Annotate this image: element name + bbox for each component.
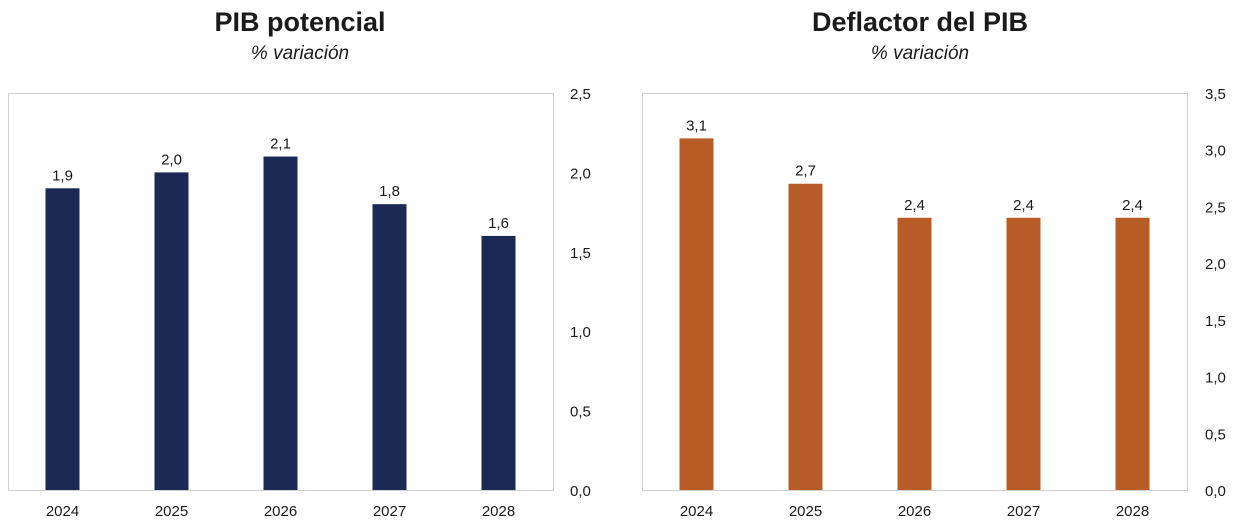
data-label: 2,7 bbox=[795, 163, 816, 180]
y-tick-label: 0,5 bbox=[1205, 426, 1226, 443]
bar-chart-pib-potencial: 0,0 0,5 1,0 1,5 2,0 2,5 1,9 2024 2,0 2025 2,1 2026 1… bbox=[8, 86, 591, 520]
x-tick-label: 2027 bbox=[1007, 503, 1040, 520]
chart-panel-deflactor: Deflactor del PIB % variación 0,0 0,5 1,0 1… bbox=[620, 0, 1240, 521]
y-tick-label: 2,5 bbox=[1205, 199, 1226, 216]
y-tick-label: 0,0 bbox=[1205, 483, 1226, 500]
x-tick-label: 2025 bbox=[789, 503, 822, 520]
y-tick-label: 0,5 bbox=[570, 404, 591, 421]
y-tick-label: 1,5 bbox=[1205, 313, 1226, 330]
chart-title: PIB potencial bbox=[214, 7, 386, 37]
y-tick-label: 2,5 bbox=[570, 86, 591, 103]
chart-title-block: Deflactor del PIB % variación bbox=[620, 0, 1220, 66]
chart-title-block: PIB potencial % variación bbox=[0, 0, 600, 66]
plot-area-frame bbox=[642, 93, 1188, 491]
x-tick-label: 2025 bbox=[155, 503, 188, 520]
bar-2026 bbox=[263, 156, 298, 490]
data-label: 2,4 bbox=[1122, 197, 1143, 214]
x-tick-label: 2024 bbox=[680, 503, 713, 520]
y-tick-label: 2,0 bbox=[1205, 256, 1226, 273]
bar-2025 bbox=[788, 183, 823, 490]
y-tick-label: 1,5 bbox=[570, 245, 591, 262]
chart-subtitle: % variación bbox=[870, 43, 970, 64]
y-tick-label: 3,5 bbox=[1205, 86, 1226, 103]
data-label: 2,4 bbox=[1013, 197, 1034, 214]
data-label: 1,6 bbox=[488, 215, 509, 232]
x-tick-label: 2028 bbox=[1116, 503, 1149, 520]
data-label: 1,8 bbox=[379, 183, 400, 200]
bar-2027 bbox=[1006, 217, 1041, 490]
x-tick-label: 2024 bbox=[46, 503, 79, 520]
x-tick-label: 2028 bbox=[482, 503, 515, 520]
y-tick-label: 2,0 bbox=[570, 165, 591, 182]
data-label: 2,0 bbox=[161, 151, 182, 168]
y-tick-label: 3,0 bbox=[1205, 143, 1226, 160]
data-label: 3,1 bbox=[686, 117, 707, 134]
plot-area-frame bbox=[8, 93, 554, 491]
y-tick-label: 1,0 bbox=[570, 324, 591, 341]
bar-chart-deflactor: 0,0 0,5 1,0 1,5 2,0 2,5 3,0 3,5 3,1 2024 2,7 2025 2,… bbox=[642, 86, 1226, 520]
bar-2027 bbox=[372, 204, 407, 490]
bar-2028 bbox=[481, 235, 516, 490]
chart-title: Deflactor del PIB bbox=[811, 7, 1029, 37]
x-tick-label: 2026 bbox=[264, 503, 297, 520]
bar-2025 bbox=[154, 172, 189, 490]
y-tick-label: 0,0 bbox=[570, 483, 591, 500]
x-tick-label: 2027 bbox=[373, 503, 406, 520]
chart-subtitle: % variación bbox=[250, 43, 350, 64]
chart-panel-pib-potencial: PIB potencial % variación 0,0 0,5 1,0 1,5 2,… bbox=[0, 0, 600, 520]
x-tick-label: 2026 bbox=[898, 503, 931, 520]
data-label: 2,1 bbox=[270, 136, 291, 153]
data-label: 2,4 bbox=[904, 197, 925, 214]
bar-2026 bbox=[897, 217, 932, 490]
data-label: 1,9 bbox=[52, 167, 73, 184]
y-tick-label: 1,0 bbox=[1205, 370, 1226, 387]
bar-2024 bbox=[679, 138, 714, 490]
bar-2024 bbox=[45, 188, 80, 490]
bar-2028 bbox=[1115, 217, 1150, 490]
